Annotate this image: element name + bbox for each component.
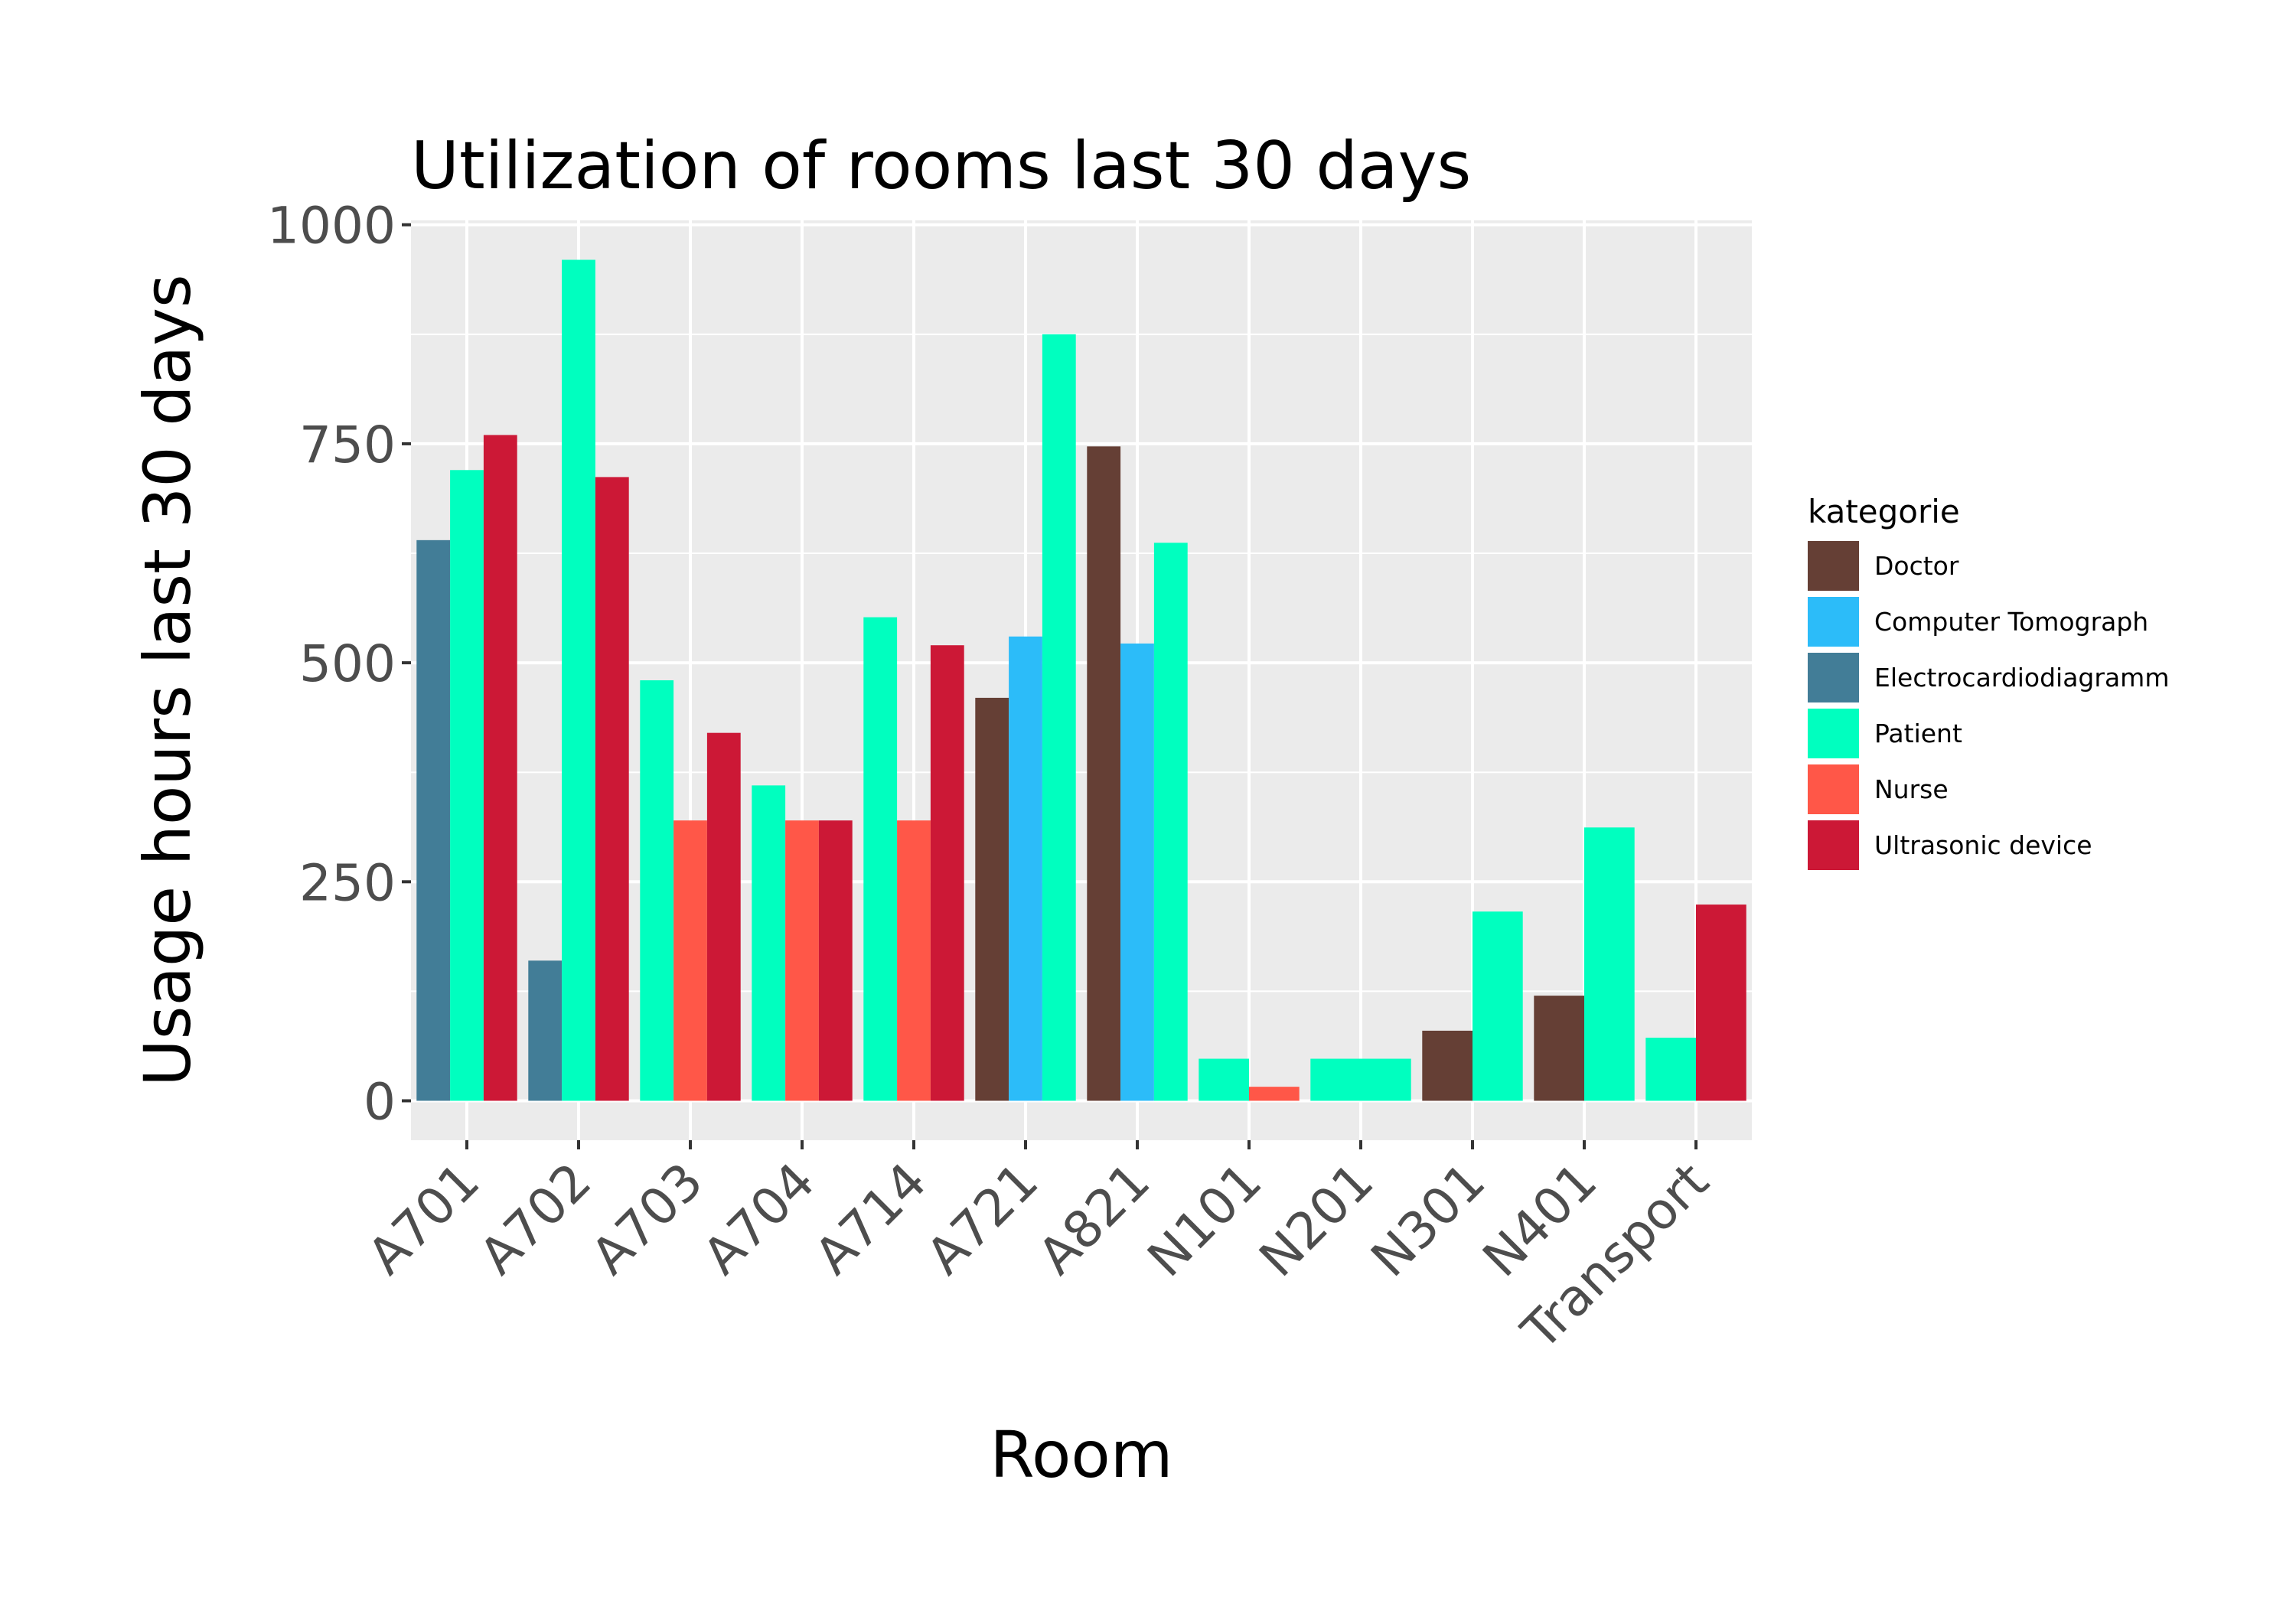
x-tick-label: A714 <box>804 1152 938 1286</box>
bar-a701-electrocardiodiagramm <box>416 539 451 1101</box>
bar-transport-ultrasonic-device <box>1696 905 1746 1101</box>
legend-key-computer-tomograph <box>1808 597 1859 647</box>
bar-a721-patient <box>1042 334 1076 1101</box>
bar-a702-electrocardiodiagramm <box>528 960 563 1101</box>
y-tick-label: 500 <box>299 634 396 693</box>
y-tick-label: 1000 <box>267 197 396 256</box>
bar-a714-patient <box>863 617 898 1101</box>
bar-a704-patient <box>752 785 786 1101</box>
legend-key-nurse <box>1808 764 1859 814</box>
bar-n101-nurse <box>1249 1087 1300 1101</box>
bar-a703-patient <box>640 680 674 1101</box>
bar-a703-ultrasonic-device <box>706 732 741 1101</box>
x-tick-label: N101 <box>1137 1152 1273 1288</box>
legend-label: Patient <box>1874 719 1962 748</box>
bar-a704-nurse <box>785 820 819 1101</box>
legend-key-patient <box>1808 709 1859 758</box>
y-tick-label: 250 <box>299 853 396 912</box>
x-tick-label: A821 <box>1027 1152 1161 1286</box>
legend-key-doctor <box>1808 541 1859 591</box>
x-tick-label: N301 <box>1360 1152 1496 1288</box>
legend-label: Computer Tomograph <box>1874 607 2148 637</box>
x-tick-label: N201 <box>1248 1152 1384 1288</box>
y-axis-title: Usage hours last 30 days <box>130 274 205 1086</box>
bar-a703-nurse <box>673 820 707 1101</box>
bar-a721-computer-tomograph <box>1009 636 1042 1101</box>
chart-title: Utilization of rooms last 30 days <box>411 128 1471 204</box>
legend-label: Ultrasonic device <box>1874 830 2092 860</box>
bar-a702-patient <box>562 259 595 1101</box>
x-tick-label: A704 <box>692 1152 826 1286</box>
bar-a701-ultrasonic-device <box>483 435 517 1101</box>
legend-title: kategorie <box>1808 493 1960 530</box>
bar-a821-patient <box>1153 543 1188 1101</box>
x-tick-label: A703 <box>580 1152 714 1286</box>
legend-key-ultrasonic-device <box>1808 820 1859 870</box>
bar-n101-patient <box>1199 1058 1249 1101</box>
plot-panel <box>411 220 1752 1140</box>
legend: kategorie Doctor Computer Tomograph Electr… <box>1808 493 2169 870</box>
bar-a714-nurse <box>897 820 931 1101</box>
bar-transport-patient <box>1645 1038 1696 1101</box>
bar-a701-patient <box>450 470 484 1101</box>
bar-a821-doctor <box>1087 446 1121 1101</box>
legend-label: Nurse <box>1874 774 1949 804</box>
bar-n401-doctor <box>1534 996 1584 1101</box>
bar-a704-ultrasonic-device <box>818 820 853 1101</box>
y-tick-label: 750 <box>299 416 396 474</box>
legend-label: Doctor <box>1874 551 1959 581</box>
bar-n301-patient <box>1473 911 1523 1101</box>
legend-label: Electrocardiodiagramm <box>1874 663 2169 693</box>
bars-layer <box>416 259 1746 1101</box>
y-axis: 0 250 500 750 1000 <box>267 197 411 1131</box>
y-tick-label: 0 <box>364 1072 396 1131</box>
x-axis: A701A702A703A704A714A721A821N101N201N301… <box>357 1140 1720 1361</box>
legend-key-electrocardiodiagramm <box>1808 653 1859 702</box>
bar-n201-patient <box>1310 1058 1411 1101</box>
bar-n301-doctor <box>1422 1030 1473 1101</box>
bar-a714-ultrasonic-device <box>930 645 964 1101</box>
x-axis-title: Room <box>990 1417 1172 1492</box>
x-tick-label: A702 <box>468 1152 602 1286</box>
bar-a821-computer-tomograph <box>1120 643 1154 1101</box>
bar-a721-doctor <box>975 697 1009 1101</box>
bar-a702-ultrasonic-device <box>595 477 629 1101</box>
grid-minor <box>411 333 1752 993</box>
bar-n401-patient <box>1584 827 1635 1101</box>
x-tick-label: A701 <box>357 1152 491 1286</box>
x-tick-label: A721 <box>915 1152 1049 1286</box>
